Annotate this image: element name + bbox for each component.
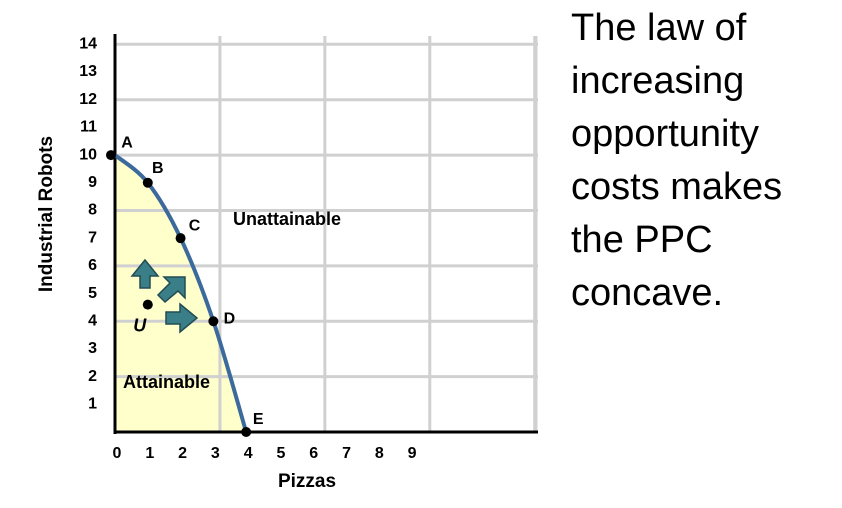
region-label: Unattainable	[233, 209, 341, 229]
arrow-right	[165, 302, 199, 334]
y-tick-label: 2	[88, 368, 97, 385]
x-tick-label: 8	[375, 445, 384, 462]
x-tick-label: 4	[244, 445, 253, 462]
note-line: opportunity	[571, 113, 759, 155]
y-tick-label: 5	[88, 285, 97, 302]
point-label: C	[189, 217, 201, 234]
y-tick-label: 13	[79, 63, 97, 80]
note-line: costs makes	[571, 166, 782, 208]
point-label: D	[224, 310, 236, 327]
y-tick-label: 10	[79, 146, 97, 163]
y-tick-label: 8	[88, 202, 97, 219]
y-tick-label: 7	[88, 229, 97, 246]
arrows	[130, 258, 199, 334]
point	[241, 427, 252, 437]
y-tick-label: 11	[80, 119, 97, 136]
point-u	[142, 299, 153, 310]
x-tick-label: 9	[408, 445, 417, 462]
point	[106, 150, 116, 161]
x-tick-label: 0	[113, 445, 122, 462]
x-tick-label: 3	[211, 445, 220, 462]
point-label: A	[121, 134, 133, 151]
grid-layer	[115, 36, 538, 432]
x-tick-label: 1	[145, 445, 154, 462]
point	[175, 233, 186, 244]
ppc-line	[113, 153, 249, 433]
y-tick-label: 1	[88, 396, 97, 413]
note-line: increasing	[571, 60, 744, 102]
region-label: Attainable	[123, 372, 210, 392]
note-line: the PPC	[571, 219, 713, 261]
y-tick-label: 12	[79, 91, 97, 108]
note-line: concave.	[571, 272, 723, 314]
point-label: E	[253, 411, 264, 428]
arrow-diagonal	[156, 276, 186, 304]
arrow-up	[130, 258, 160, 289]
x-tick-label: 7	[342, 445, 351, 462]
x-tick-label: 6	[309, 445, 318, 462]
y-tick-label: 4	[88, 312, 97, 329]
x-tick-label: 2	[178, 445, 187, 462]
x-axis-title: Pizzas	[278, 471, 336, 492]
y-tick-label: 3	[88, 340, 97, 357]
x-tick-label: 5	[277, 445, 286, 462]
y-axis-title: Industrial Robots	[36, 136, 57, 292]
point	[208, 316, 219, 327]
y-tick-label: 14	[79, 36, 97, 53]
y-tick-label: 9	[88, 174, 97, 191]
y-tick-label: 6	[88, 257, 97, 274]
point	[142, 177, 153, 188]
point-label: B	[152, 160, 164, 177]
note-line: The law of	[571, 7, 747, 49]
point-u-label: U	[133, 315, 147, 335]
